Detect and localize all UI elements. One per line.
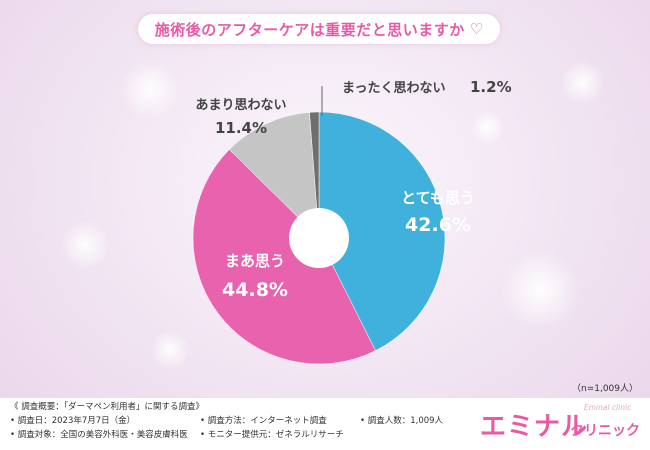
brand-logo-sub: クリニック	[570, 423, 640, 439]
slice-value-1: 42.6%	[405, 214, 471, 236]
survey-overview: 《 調査概要：「ダーマペン利用者」に関する調査》	[10, 402, 204, 412]
slice-value-3: 11.4%	[215, 119, 267, 137]
title-pill: 施術後のアフターケアは重要だと思いますか ♡	[138, 14, 500, 44]
pie-slices	[192, 111, 446, 365]
sparkle	[120, 60, 180, 120]
pie-labels: とても思う 42.6% まあ思う 44.8% あまり思わない 11.4% まったく思わない 1…	[195, 78, 511, 301]
pie-chart: とても思う 42.6% まあ思う 44.8% あまり思わない 11.4% まったく思わない 1…	[192, 78, 512, 365]
pie-slice-1	[318, 111, 446, 351]
pie-slice-3	[228, 112, 320, 239]
heart-doodle-icon: ♡	[469, 20, 484, 38]
pie-slice-4	[309, 111, 320, 239]
survey-target: • 調査対象：全国の美容外科医・美容皮膚科医	[10, 430, 188, 440]
donut-hole	[289, 208, 349, 268]
survey-provider: • モニター提供元：ゼネラルリサーチ	[200, 430, 344, 440]
sparkle	[60, 220, 110, 270]
pie-slice-2	[192, 149, 376, 365]
sparkle	[560, 60, 605, 105]
slice-label-1: とても思う	[401, 189, 475, 207]
survey-date: • 調査日：2023年7月7日（金）	[10, 416, 136, 426]
sparkle	[500, 250, 580, 330]
slice-value-2: 44.8%	[222, 279, 288, 301]
survey-method: • 調査方法：インターネット調査	[200, 416, 327, 426]
slice-label-2: まあ思う	[225, 252, 285, 270]
sparkle	[150, 330, 190, 370]
slice-label-3: あまり思わない	[195, 98, 286, 113]
brand-logo-name: エミナル	[480, 412, 589, 442]
sample-size-note: （n=1,009人）	[571, 384, 638, 394]
brand-english: Eminal clinic	[584, 403, 632, 412]
survey-count: • 調査人数：1,009人	[360, 416, 444, 426]
slice-label-4: まったく思わない	[342, 81, 445, 96]
footer: 《 調査概要：「ダーマペン利用者」に関する調査》 • 調査日：2023年7月7日…	[0, 398, 650, 450]
sparkle	[470, 110, 505, 145]
slice-value-4: 1.2%	[470, 78, 512, 96]
chart-title: 施術後のアフターケアは重要だと思いますか	[154, 20, 465, 39]
